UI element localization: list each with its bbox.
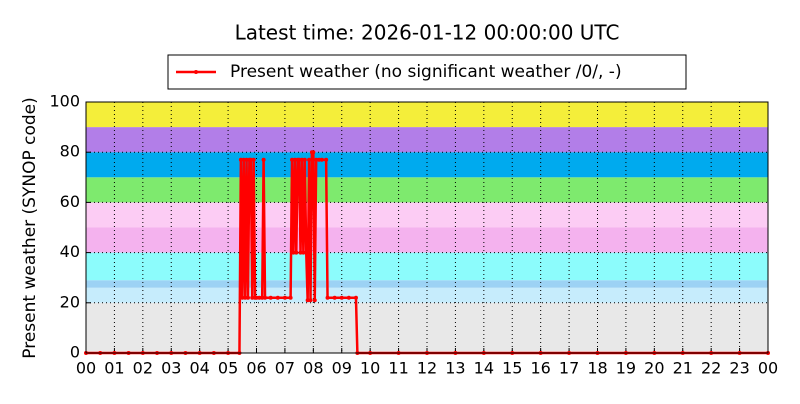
data-point — [275, 295, 280, 300]
band — [86, 227, 768, 253]
x-tick-label: 00 — [758, 359, 778, 378]
legend-label: Present weather (no significant weather … — [230, 62, 622, 82]
data-point — [325, 295, 330, 300]
data-point — [317, 157, 322, 162]
data-point — [297, 157, 302, 162]
x-tick-label: 00 — [76, 359, 96, 378]
data-point — [353, 295, 358, 300]
y-axis-label: Present weather (SYNOP code) — [20, 97, 40, 358]
plot-frame — [85, 101, 769, 354]
x-tick-label: 21 — [673, 359, 693, 378]
data-point — [288, 295, 293, 300]
data-point — [307, 157, 312, 162]
data-point — [261, 157, 266, 162]
x-tick-label: 14 — [474, 359, 494, 378]
data-point — [257, 295, 262, 300]
x-tick-label: 12 — [417, 359, 437, 378]
x-tick-label: 06 — [246, 359, 266, 378]
data-point — [238, 157, 243, 162]
legend-box — [167, 54, 687, 90]
data-point — [260, 295, 265, 300]
data-point — [308, 298, 313, 303]
x-tick-label: 17 — [559, 359, 579, 378]
band — [86, 302, 768, 353]
band — [86, 287, 768, 303]
y-tick-label: 100 — [49, 92, 80, 111]
data-point — [251, 157, 256, 162]
band — [86, 127, 768, 153]
x-tick-label: 08 — [303, 359, 323, 378]
x-tick-label: 10 — [360, 359, 380, 378]
data-point — [311, 150, 316, 155]
x-tick-label: 05 — [218, 359, 238, 378]
legend-marker — [194, 70, 198, 74]
data-point — [312, 298, 317, 303]
x-tick-label: 07 — [275, 359, 295, 378]
x-tick-label: 01 — [104, 359, 124, 378]
data-point — [243, 295, 248, 300]
data-point — [346, 295, 351, 300]
x-tick-label: 04 — [189, 359, 209, 378]
data-point — [292, 157, 297, 162]
data-point — [291, 250, 296, 255]
x-tick-label: 02 — [133, 359, 153, 378]
x-tick-label: 18 — [587, 359, 607, 378]
data-point — [324, 157, 329, 162]
data-point — [301, 250, 306, 255]
x-tick-label: 03 — [161, 359, 181, 378]
data-point — [250, 295, 255, 300]
y-tick-label: 60 — [60, 192, 80, 211]
chart-title: Latest time: 2026-01-12 00:00:00 UTC — [235, 21, 620, 45]
data-point — [268, 295, 273, 300]
x-tick-label: 15 — [502, 359, 522, 378]
x-tick-label: 23 — [729, 359, 749, 378]
x-tick-label: 20 — [644, 359, 664, 378]
data-point — [241, 157, 246, 162]
band — [86, 280, 768, 288]
x-tick-label: 22 — [701, 359, 721, 378]
data-point — [339, 295, 344, 300]
x-tick-label: 16 — [530, 359, 550, 378]
data-point — [302, 157, 307, 162]
data-point — [332, 295, 337, 300]
x-tick-label: 13 — [445, 359, 465, 378]
y-tick-label: 80 — [60, 142, 80, 161]
data-point — [240, 295, 245, 300]
y-tick-label: 40 — [60, 242, 80, 261]
x-tick-label: 09 — [332, 359, 352, 378]
data-point — [304, 250, 309, 255]
data-point — [244, 157, 249, 162]
band — [86, 152, 768, 178]
data-point — [282, 295, 287, 300]
data-point — [299, 157, 304, 162]
data-point — [298, 250, 303, 255]
data-point — [254, 295, 259, 300]
data-point — [314, 157, 319, 162]
data-point — [305, 298, 310, 303]
y-tick-label: 0 — [70, 343, 80, 362]
data-point — [245, 295, 250, 300]
y-tick-label: 20 — [60, 292, 80, 311]
data-point — [319, 157, 324, 162]
data-point — [248, 157, 253, 162]
data-point — [263, 295, 268, 300]
x-tick-label: 19 — [616, 359, 636, 378]
data-point — [294, 250, 299, 255]
data-point — [290, 157, 295, 162]
x-tick-label: 11 — [388, 359, 408, 378]
